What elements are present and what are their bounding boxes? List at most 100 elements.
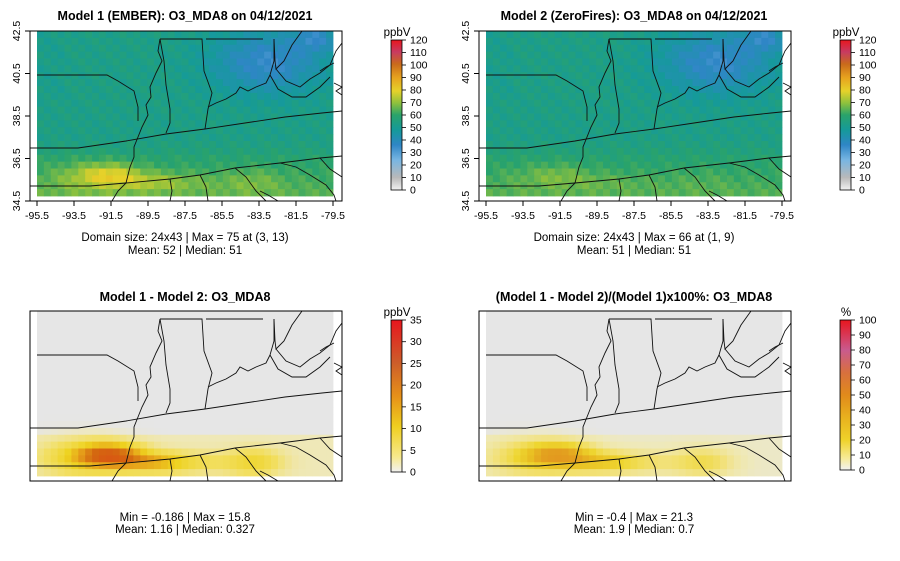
heatmap-cell (305, 65, 313, 73)
heatmap-cell (112, 99, 120, 108)
heatmap-cell (222, 331, 231, 339)
colorbar-tick-label: 90 (859, 72, 871, 84)
heatmap-cell (215, 372, 224, 381)
heatmap-cell (554, 141, 563, 149)
heatmap-cell (644, 72, 652, 80)
heatmap-cell (644, 421, 652, 429)
heatmap-cell (298, 44, 306, 53)
heatmap-cell (637, 106, 645, 114)
heatmap-cell (644, 462, 652, 470)
heatmap-cell (78, 37, 86, 46)
heatmap-cell (747, 58, 755, 66)
heatmap-cell (603, 372, 611, 381)
heatmap-cell (609, 106, 618, 114)
heatmap-cell (699, 182, 707, 190)
heatmap-cell (623, 86, 631, 94)
heatmap-cell (492, 141, 501, 149)
heatmap-cell (534, 31, 542, 39)
heatmap-cell (85, 113, 93, 121)
heatmap-cell (215, 414, 224, 422)
heatmap-cell (706, 379, 714, 388)
heatmap-cell (699, 141, 707, 149)
heatmap-cell (291, 51, 299, 59)
heatmap-cell (506, 345, 514, 353)
heatmap-cell (671, 168, 680, 176)
heatmap-cell (167, 359, 176, 367)
heatmap-cell (761, 31, 769, 39)
heatmap-cell (319, 79, 327, 87)
heatmap-cell (582, 359, 590, 367)
heatmap-cell (706, 31, 714, 39)
heatmap-cell (726, 338, 735, 346)
heatmap-cell (768, 175, 776, 183)
heatmap-cell (527, 147, 535, 156)
heatmap-cell (664, 37, 673, 46)
heatmap-cell (71, 99, 79, 108)
heatmap-cell (527, 421, 535, 429)
heatmap-cell (284, 393, 293, 401)
heatmap-cell (568, 147, 576, 156)
heatmap-cell (119, 372, 127, 381)
heatmap-cell (188, 414, 196, 422)
colorbar-tick-label: 90 (410, 72, 422, 84)
heatmap-cell (195, 441, 203, 449)
heatmap-cell (195, 175, 203, 183)
heatmap-cell (761, 421, 769, 429)
heatmap-cell (637, 147, 645, 156)
heatmap-cell (692, 427, 700, 436)
heatmap-cell (312, 331, 320, 339)
heatmap-cell (271, 400, 279, 408)
heatmap-cell (513, 147, 521, 156)
heatmap-cell (596, 393, 604, 401)
heatmap-cell (50, 331, 59, 339)
heatmap-cell (154, 154, 162, 163)
heatmap-cell (506, 455, 514, 463)
heatmap-cell (140, 86, 148, 94)
heatmap-cell (561, 37, 569, 46)
heatmap-cell (298, 51, 306, 59)
heatmap-cell (568, 469, 576, 477)
heatmap-cell (520, 345, 528, 353)
heatmap-cell (209, 51, 217, 59)
heatmap-cell (761, 345, 769, 353)
heatmap-cell (174, 168, 182, 176)
heatmap-cell (720, 161, 728, 169)
heatmap-cell (229, 86, 238, 94)
heatmap-cell (312, 345, 320, 353)
heatmap-cell (554, 359, 563, 367)
heatmap-cell (527, 352, 535, 360)
heatmap-cell (209, 161, 217, 169)
heatmap-cell (264, 189, 272, 197)
heatmap-cell (243, 469, 251, 477)
heatmap-cell (71, 338, 79, 346)
heatmap-cell (733, 407, 742, 415)
heatmap-cell (637, 386, 645, 394)
heatmap-cell (651, 189, 659, 197)
heatmap-cell (720, 99, 728, 108)
heatmap-cell (623, 331, 631, 339)
heatmap-cell (616, 379, 625, 388)
heatmap-cell (747, 147, 755, 156)
heatmap-cell (499, 359, 508, 367)
heatmap-cell (98, 427, 107, 436)
heatmap-cell (630, 65, 638, 73)
heatmap-cell (637, 372, 645, 381)
heatmap-cell (768, 317, 776, 326)
heatmap-cell (733, 345, 742, 353)
heatmap-cell (609, 372, 618, 381)
heatmap-cell (140, 44, 148, 53)
heatmap-cell (126, 441, 134, 449)
heatmap-cell (513, 134, 521, 142)
heatmap-cell (98, 79, 107, 87)
heatmap-cell (685, 86, 693, 94)
heatmap-cell (754, 386, 762, 394)
heatmap-cell (561, 338, 569, 346)
heatmap-cell (733, 379, 742, 388)
heatmap-cell (215, 455, 224, 463)
heatmap-cell (568, 72, 576, 80)
heatmap-cell (726, 37, 735, 46)
heatmap-cell (754, 86, 762, 94)
heatmap-cell (582, 352, 590, 360)
heatmap-cell (637, 379, 645, 388)
heatmap-cell (312, 44, 320, 53)
